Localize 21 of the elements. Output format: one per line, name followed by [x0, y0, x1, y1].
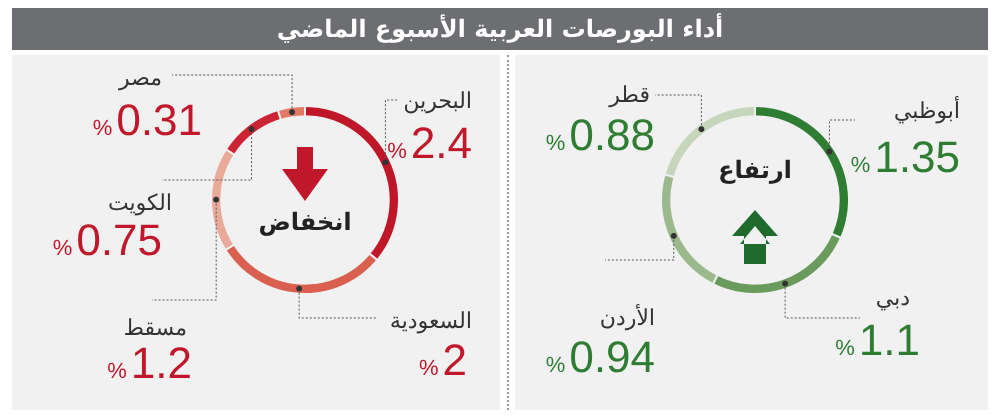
data-label: 2% — [418, 336, 467, 385]
slice-label: مصر — [118, 66, 162, 91]
text: ارتفاع — [718, 156, 792, 184]
slice-label: دبي — [876, 286, 910, 311]
chart-title: أداء البورصات العربية الأسبوع الماضي — [12, 8, 988, 50]
slice-label: مسقط — [124, 316, 187, 341]
data-label: 1.1% — [835, 316, 920, 365]
slice-label: السعودية — [390, 309, 472, 334]
slice-label: أبوظبي — [894, 96, 960, 124]
data-label: 0.94% — [546, 333, 655, 382]
data-label: 0.31% — [92, 96, 202, 145]
slice-label: الكويت — [108, 191, 172, 216]
slice-label: قطر — [608, 83, 650, 108]
data-label: 2.4% — [387, 119, 472, 168]
data-label: 0.75% — [52, 216, 162, 265]
data-label: 1.2% — [107, 339, 192, 388]
data-label: 1.35% — [850, 133, 960, 182]
text: انخفاض — [258, 208, 352, 236]
data-label: 0.88% — [546, 111, 655, 160]
slice-label: البحرين — [403, 89, 472, 114]
slice-label: الأردن — [600, 304, 655, 331]
